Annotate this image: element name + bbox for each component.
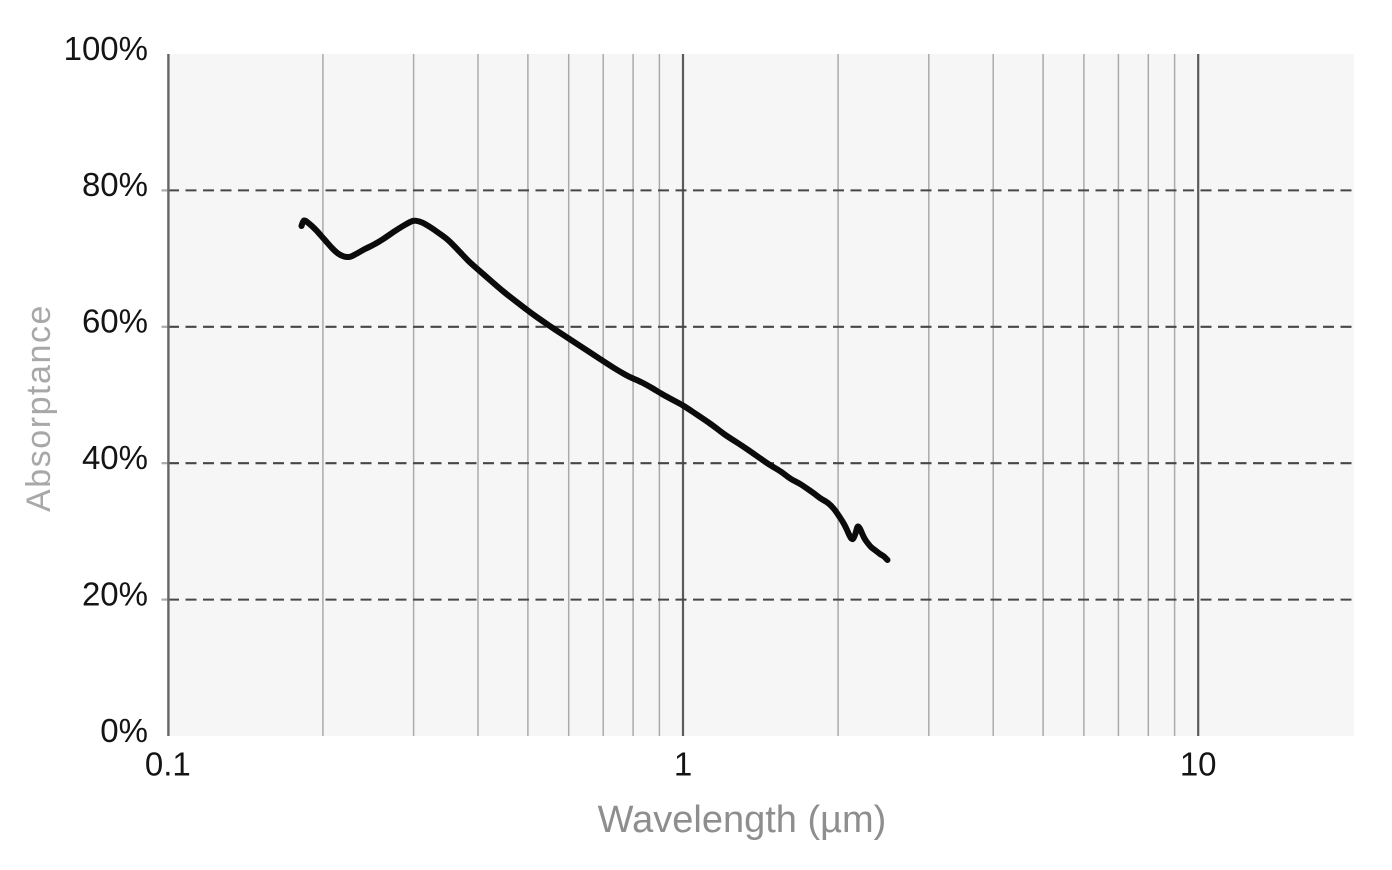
svg-text:0%: 0% — [100, 712, 148, 749]
svg-text:60%: 60% — [82, 303, 148, 340]
svg-text:Absorptance: Absorptance — [20, 304, 58, 512]
svg-text:Wavelength (µm): Wavelength (µm) — [598, 799, 887, 841]
svg-text:40%: 40% — [82, 439, 148, 476]
svg-text:80%: 80% — [82, 166, 148, 203]
svg-text:0.1: 0.1 — [145, 746, 191, 783]
svg-text:10: 10 — [1180, 746, 1217, 783]
svg-text:1: 1 — [674, 746, 692, 783]
svg-text:20%: 20% — [82, 575, 148, 612]
svg-text:100%: 100% — [64, 30, 148, 67]
